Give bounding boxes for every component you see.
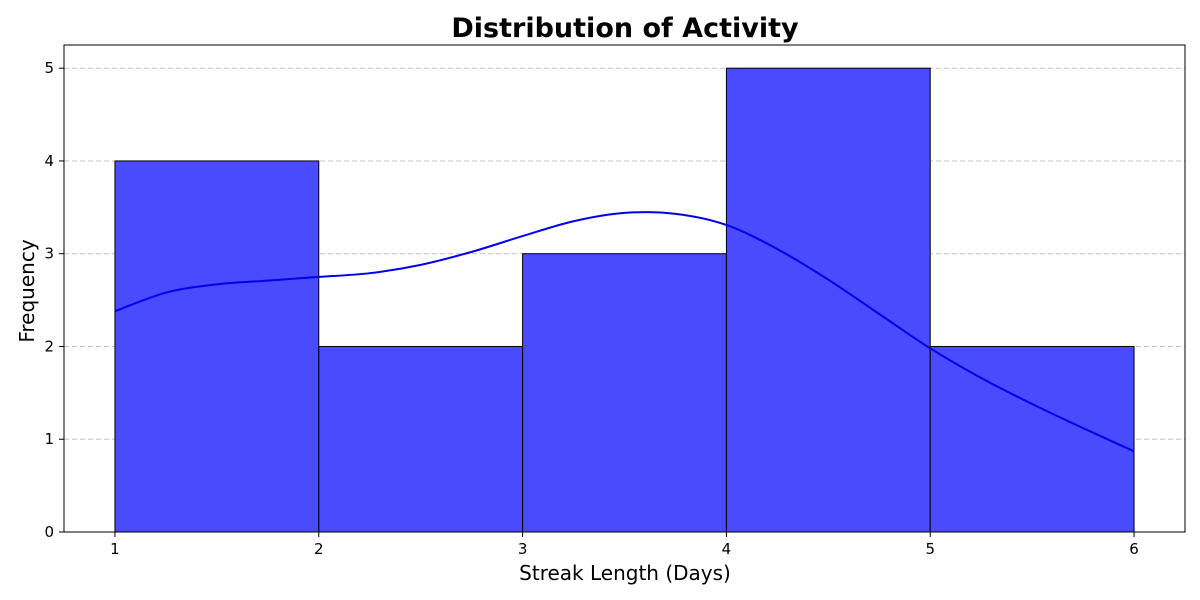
histogram-bar-4	[929, 345, 1135, 533]
x-tick-label-3: 4	[722, 540, 732, 558]
kde-curve	[114, 211, 1135, 453]
histogram-bars	[114, 67, 1135, 533]
y-axis-ticks: 0 1 2 3 4 5	[44, 59, 64, 541]
x-axis-label: Streak Length (Days)	[519, 561, 731, 585]
y-axis-label: Frequency	[15, 239, 39, 342]
kde-curve-layer	[114, 211, 1135, 453]
y-tick-label-1: 1	[44, 430, 54, 448]
x-axis-ticks: 1 2 3 4 5 6	[110, 532, 1139, 558]
plot-frame	[63, 44, 1186, 533]
y-tick-label-0: 0	[44, 523, 54, 541]
histogram-bar-0	[114, 160, 320, 533]
y-tick-label-2: 2	[44, 337, 54, 355]
x-tick-label-5: 6	[1129, 540, 1139, 558]
y-tick-label-5: 5	[44, 59, 54, 77]
histogram-bar-3	[725, 67, 931, 533]
y-tick-label-3: 3	[44, 245, 54, 263]
chart-title: Distribution of Activity	[451, 13, 799, 44]
x-tick-label-2: 3	[518, 540, 528, 558]
y-tick-label-4: 4	[44, 152, 54, 170]
x-tick-label-0: 1	[110, 540, 120, 558]
histogram-bar-2	[522, 253, 727, 533]
x-tick-label-4: 5	[925, 540, 935, 558]
histogram-bar-1	[318, 345, 524, 533]
x-tick-label-1: 2	[314, 540, 324, 558]
